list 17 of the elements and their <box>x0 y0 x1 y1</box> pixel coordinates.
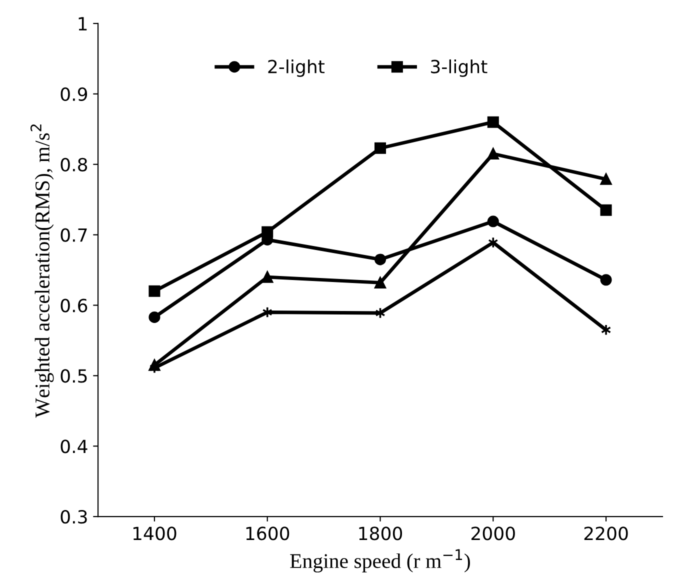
x-tick-label: 2000 <box>471 526 515 540</box>
x-tick-label: 1800 <box>359 526 402 540</box>
y-tick-label: 0.3 <box>60 510 87 524</box>
y-tick-label: 0.5 <box>60 369 87 383</box>
legend-label: 2-light <box>268 59 325 77</box>
x-tick-label: 1600 <box>246 526 290 540</box>
x-tick-label: 2200 <box>584 526 628 540</box>
x-tick-label: 1400 <box>133 526 176 540</box>
y-tick-label: 0.8 <box>60 158 88 172</box>
x-axis-title: Engine speed (r m$^{−1}$) <box>290 549 470 572</box>
y-tick-label: 0.9 <box>60 87 88 102</box>
y-tick-label: 1 <box>78 17 87 30</box>
legend-label: 3-light <box>431 59 488 77</box>
y-tick-label: 0.6 <box>60 298 88 312</box>
y-tick-label: 0.4 <box>60 440 88 454</box>
y-axis-title: Weighted acceleration(RMS), m/s$^{2}$ <box>30 124 54 418</box>
y-tick-label: 0.7 <box>60 228 87 242</box>
